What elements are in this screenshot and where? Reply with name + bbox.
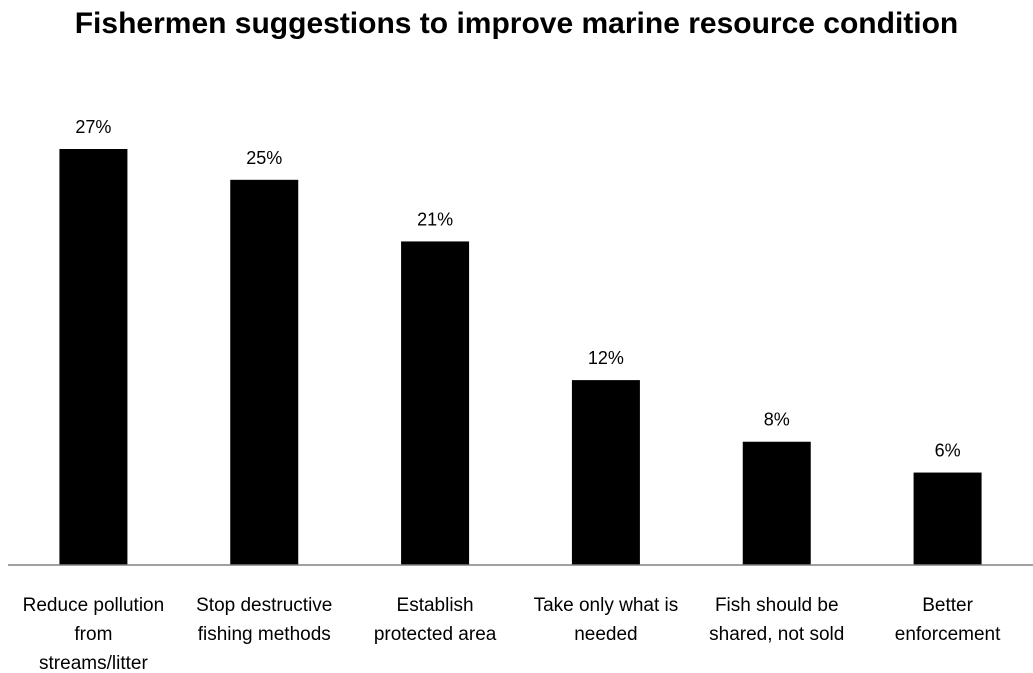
bars-group [59, 149, 982, 565]
category-label-1-line-3: streams/litter [39, 653, 148, 673]
bar-6 [913, 472, 982, 565]
bar-4 [571, 380, 640, 565]
value-label-4: 12% [588, 348, 624, 368]
bar-3 [401, 241, 470, 565]
category-label-2-line-2: fishing methods [198, 624, 331, 645]
bar-2 [230, 179, 299, 565]
category-label-4-line-2: needed [574, 624, 637, 645]
value-labels-group: 27% 25% 21% 12% 8% 6% [75, 117, 960, 461]
bar-1 [59, 149, 128, 565]
category-label-1-line-1: Reduce pollution [23, 595, 165, 616]
category-label-5-line-1: Fish should be [715, 595, 839, 616]
bar-5 [742, 441, 811, 565]
value-label-1: 27% [75, 117, 111, 137]
category-labels-group: Reduce pollution from streams/litter Stop d… [23, 595, 1001, 673]
chart-title: Fishermen suggestions to improve marine … [74, 7, 959, 40]
category-label-4-line-1: Take only what is [534, 595, 679, 616]
category-label-5-line-2: shared, not sold [709, 624, 844, 645]
category-label-6-line-1: Better [922, 595, 973, 616]
category-label-3-line-1: Establish [397, 595, 474, 616]
category-label-2-line-1: Stop destructive [196, 595, 332, 616]
value-label-6: 6% [935, 441, 961, 461]
value-label-3: 21% [417, 209, 453, 229]
value-label-5: 8% [764, 410, 790, 430]
category-label-1-line-2: from [74, 624, 112, 645]
value-label-2: 25% [246, 148, 282, 168]
category-label-6-line-2: enforcement [895, 624, 1001, 645]
category-label-3-line-2: protected area [374, 624, 497, 645]
